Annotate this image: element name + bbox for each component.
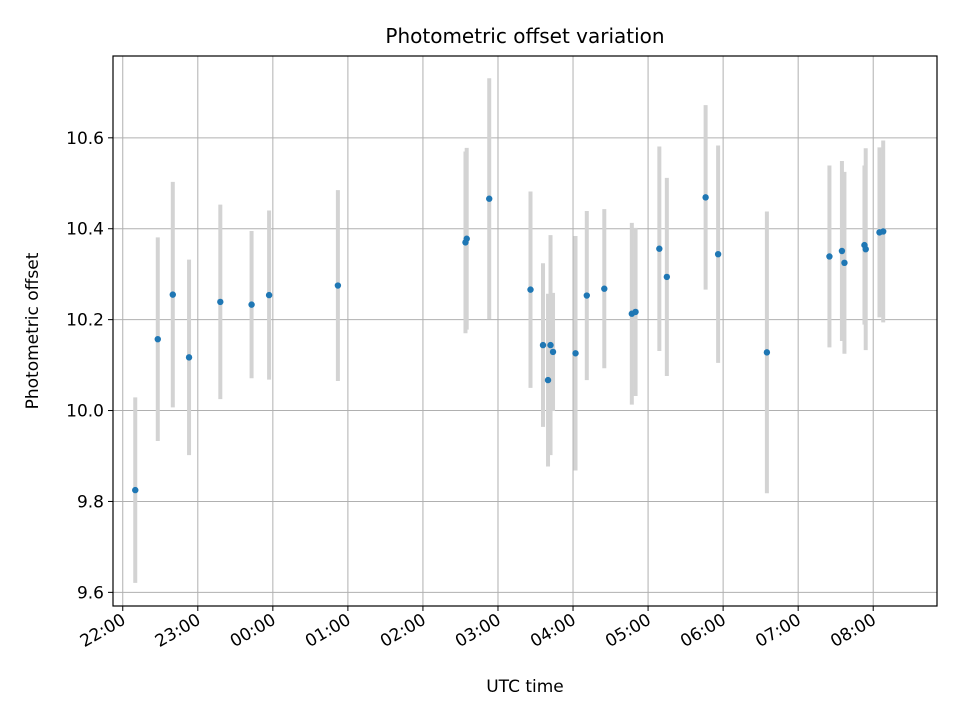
data-point [862,245,869,253]
data-point [544,376,552,384]
y-tick-label: 10.6 [66,129,104,149]
x-tick-label: 00:00 [227,610,279,652]
y-tick-label: 9.6 [77,583,104,603]
data-point [169,291,176,298]
data-point [265,291,273,299]
x-tick-label: 04:00 [527,610,579,652]
x-tick-label: 05:00 [602,610,654,652]
data-point [217,298,224,306]
x-tick-label: 08:00 [827,610,879,652]
data-point [838,247,846,255]
data-point [841,259,848,267]
data-point [527,286,534,293]
data-point [334,282,342,289]
y-tick-label: 9.8 [77,492,104,512]
y-tick-label: 10.4 [66,220,104,240]
data-point [601,285,608,292]
data-point [463,235,470,242]
data-point [154,335,161,343]
x-tick-label: 23:00 [152,610,204,652]
error-bars [133,78,886,583]
x-axis-label: UTC time [486,677,564,697]
data-point [702,194,709,201]
data-point [714,250,722,258]
data-point [880,228,887,235]
y-tick-label: 10.2 [66,311,104,331]
y-tick-label: 10.0 [66,402,104,422]
data-point [486,195,493,202]
data-point [132,486,139,494]
data-point [572,350,579,357]
y-axis-ticks: 9.6 9.8 10.0 10.2 10.4 10.6 [66,129,113,603]
y-axis-label: Photometric offset [23,252,43,409]
data-point [539,341,547,349]
x-tick-label: 03:00 [452,610,504,652]
x-tick-label: 06:00 [677,610,729,652]
data-point [763,349,771,356]
data-points [132,194,887,494]
x-tick-label: 02:00 [377,610,429,652]
chart-title: Photometric offset variation [385,24,664,48]
data-point [632,308,639,316]
x-axis-ticks: 22:00 23:00 00:00 01:00 02:00 03:00 04:00 05:00… [77,606,880,652]
data-point [185,354,193,361]
plot-frame [112,55,938,607]
x-tick-label: 22:00 [77,610,129,652]
x-tick-label: 01:00 [302,610,354,652]
data-point [663,273,671,281]
data-point [549,348,557,356]
data-point [826,253,833,260]
data-point [656,245,663,252]
data-point [248,301,255,308]
data-point [583,292,590,299]
grid-lines [113,56,937,606]
x-tick-label: 07:00 [752,610,804,652]
data-point [547,341,554,349]
